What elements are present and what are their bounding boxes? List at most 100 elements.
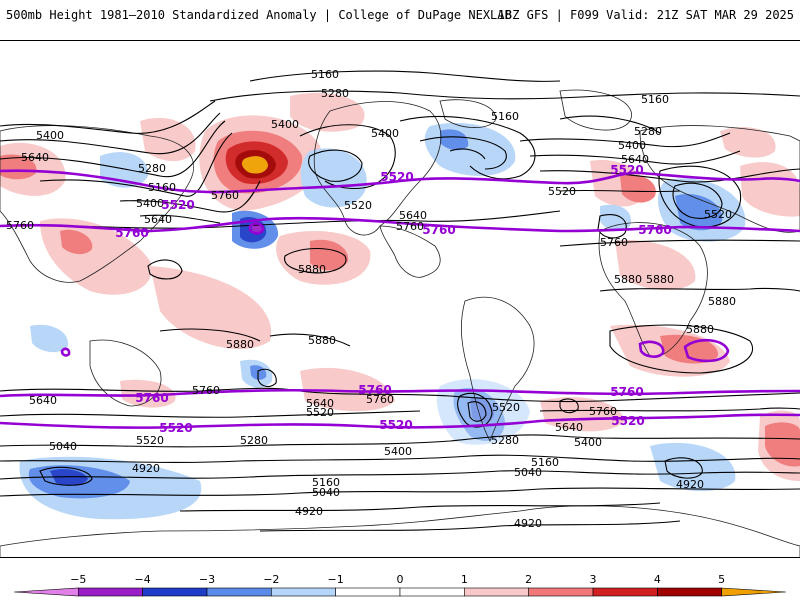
- coastline: [461, 296, 535, 443]
- contour-closed: [683, 338, 730, 363]
- contour-label: 5280: [634, 125, 662, 138]
- contour-label: 5640: [306, 397, 334, 410]
- contour-line: [147, 259, 183, 280]
- anomaly-area: [440, 129, 469, 151]
- contour-line: [269, 333, 351, 347]
- colorbar-tick-label: −4: [135, 573, 151, 586]
- contour-line: [0, 112, 221, 155]
- contour-line: [449, 148, 486, 160]
- contour-label: 5640: [144, 213, 172, 226]
- height-contours: [0, 70, 800, 532]
- contour-label: 5520: [492, 401, 520, 414]
- contour-line: [139, 214, 221, 224]
- contour-line: [599, 287, 800, 292]
- anomaly-area: [650, 442, 736, 492]
- colorbar-segment: [335, 587, 401, 597]
- contour-label-highlight: 5760: [135, 391, 168, 405]
- contour-label: 5640: [21, 151, 49, 164]
- contour-label-highlight: 5760: [610, 385, 643, 399]
- contour-label: 5400: [618, 139, 646, 152]
- anomaly-area: [241, 156, 268, 174]
- contour-line: [119, 180, 261, 213]
- contour-label: 5760: [366, 393, 394, 406]
- contour-line: [284, 248, 347, 274]
- contour-line: [257, 368, 277, 388]
- contour-line: [0, 454, 800, 463]
- contour-label: 5640: [621, 153, 649, 166]
- contour-line: [559, 398, 579, 414]
- contour-label: 5400: [136, 197, 164, 210]
- anomaly-colorbar: −5 −4 −3 −2 −1 0 1 2 3 4 5: [0, 572, 800, 600]
- colorbar-tick-label: 2: [525, 573, 532, 586]
- anomaly-area: [600, 204, 631, 231]
- contour-label: 5760: [192, 384, 220, 397]
- contour-line: [664, 457, 703, 479]
- coastline: [639, 125, 800, 233]
- contour-label-highlight: 5760: [115, 226, 148, 240]
- colorbar-tick-label: −3: [199, 573, 215, 586]
- contour-label: 4920: [132, 462, 160, 475]
- colorbar-tick-label: −5: [70, 573, 86, 586]
- contour-label: 5880: [646, 273, 674, 286]
- contour-label: 5880: [708, 295, 736, 308]
- contour-line: [0, 100, 216, 134]
- anomaly-map: 5160 5280 5160 5400 5400 5400 5160 5280 …: [0, 40, 800, 558]
- contour-label: 5280: [491, 434, 519, 447]
- contour-label: 5760: [6, 219, 34, 232]
- coastline: [439, 99, 496, 128]
- contour-line: [39, 132, 233, 197]
- colorbar-segment: [592, 587, 658, 597]
- contour-line: [597, 214, 627, 239]
- contour-label-highlight: 5520: [379, 418, 412, 432]
- colorbar-segment: [721, 587, 787, 597]
- contour-label: 5400: [271, 118, 299, 131]
- contour-label: 5040: [514, 466, 542, 479]
- contour-closed: [248, 222, 265, 235]
- anomaly-area: [300, 148, 367, 208]
- contour-label: 5520: [344, 199, 372, 212]
- highlight-contours: [0, 169, 800, 429]
- contour-line: [539, 407, 800, 412]
- contour-label: 5160: [531, 456, 559, 469]
- contour-label: 4920: [676, 478, 704, 491]
- contour-label: 5160: [641, 93, 669, 106]
- contour-label-highlight: 5520: [610, 163, 643, 177]
- colorbar-segment: [528, 587, 594, 597]
- contour-label: 5880: [308, 334, 336, 347]
- contour-line: [399, 116, 536, 180]
- contour-line: [519, 132, 731, 148]
- contour-label: 5880: [226, 338, 254, 351]
- anomaly-area: [60, 229, 93, 255]
- anomaly-area: [540, 397, 625, 432]
- colorbar-tick-label: 4: [654, 573, 661, 586]
- contour-label: 5760: [600, 236, 628, 249]
- contour-line: [159, 328, 261, 342]
- contour-label-highlight: 5760: [422, 223, 455, 237]
- anomaly-area: [150, 266, 272, 350]
- anomaly-area: [740, 162, 800, 217]
- contour-label: 5640: [399, 209, 427, 222]
- contour-line: [658, 165, 742, 228]
- contour-label: 5760: [589, 405, 617, 418]
- contour-label: 5280: [138, 162, 166, 175]
- contour-line: [419, 136, 507, 170]
- contour-line: [467, 401, 487, 422]
- contour-label: 5160: [311, 68, 339, 81]
- colorbar-segment: [142, 587, 208, 597]
- anomaly-area: [120, 379, 176, 408]
- purple-contour-labels: 5520 5520 5520 5760 5760 5760 5760 5760 …: [115, 163, 671, 435]
- anomaly-area: [720, 127, 776, 158]
- colorbar-tick-label: 0: [397, 573, 404, 586]
- contour-5520-south: [0, 413, 800, 429]
- contour-line: [0, 434, 800, 448]
- contour-line: [299, 124, 396, 190]
- contour-line: [559, 239, 800, 247]
- anomaly-area: [300, 367, 395, 412]
- colorbar-segment: [78, 587, 143, 597]
- contour-label: 5400: [384, 445, 412, 458]
- contour-label: 5400: [36, 129, 64, 142]
- contour-label-highlight: 5520: [161, 198, 194, 212]
- anomaly-area: [765, 422, 800, 467]
- contour-line: [0, 470, 800, 480]
- colorbar-segment: [464, 587, 529, 597]
